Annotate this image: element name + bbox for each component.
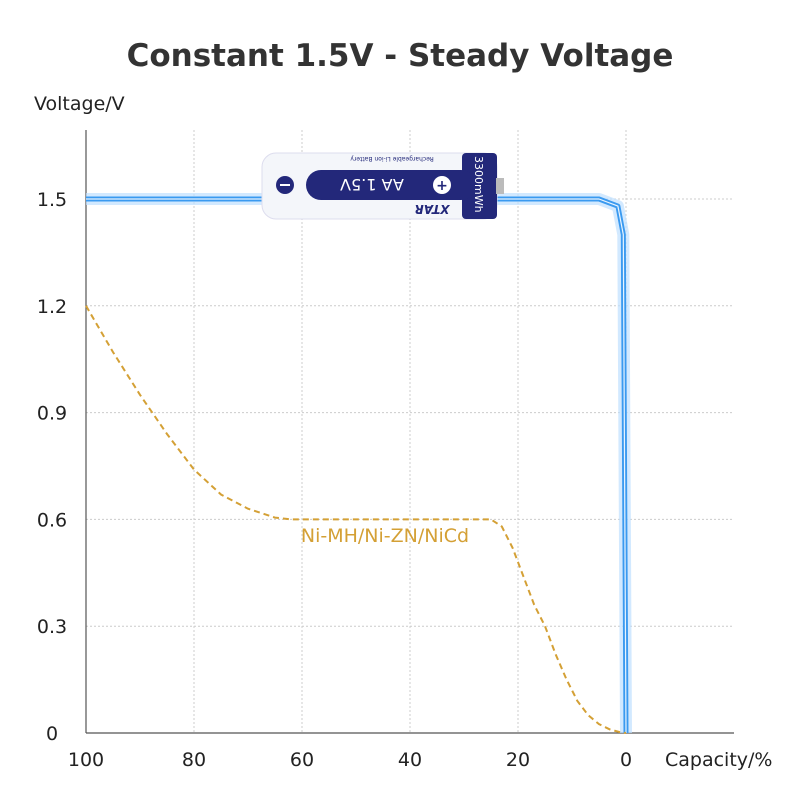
chart-title: Constant 1.5V - Steady Voltage: [127, 38, 674, 74]
y-tick-label: 0.9: [37, 403, 67, 425]
x-tick-label: 100: [68, 749, 104, 771]
y-tick-label: 1.2: [37, 296, 67, 318]
battery-brand: XTAR: [414, 202, 450, 216]
y-tick-label: 0.3: [37, 616, 67, 638]
y-tick-label: 1.5: [37, 189, 67, 211]
x-axis-label: Capacity/%: [665, 749, 773, 771]
series-glow-xtar: [86, 193, 632, 734]
battery-image: + AA 1.5V 3300mWh XTAR Rechargeable Li-i…: [261, 152, 504, 220]
x-tick-label: 0: [620, 749, 632, 771]
x-tick-label: 40: [398, 749, 422, 771]
battery-model: AA 1.5V: [340, 175, 404, 194]
y-tick-label: 0.6: [37, 509, 67, 531]
x-tick-label: 20: [506, 749, 530, 771]
series-label-nimh: Ni-MH/Ni-ZN/NiCd: [301, 525, 469, 547]
series-line-xtar: [86, 196, 629, 734]
series-line-nimh: [85, 305, 627, 734]
x-tick-label: 60: [290, 749, 314, 771]
battery-subtitle: Rechargeable Li-ion Battery: [350, 155, 434, 162]
y-axis-label: Voltage/V: [34, 93, 125, 115]
svg-text:+: +: [436, 178, 448, 194]
series-highlight-xtar: [86, 198, 627, 734]
y-tick-label: 0: [46, 723, 58, 745]
battery-capacity: 3300mWh: [472, 156, 485, 213]
x-tick-label: 80: [182, 749, 206, 771]
